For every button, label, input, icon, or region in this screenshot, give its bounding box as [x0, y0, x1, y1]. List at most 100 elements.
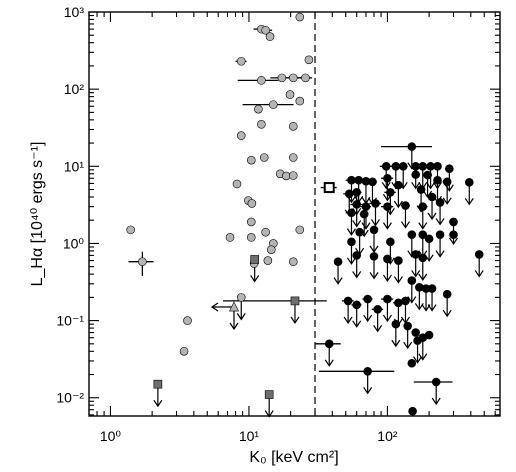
- black-point: [333, 257, 343, 267]
- gray-point: [295, 225, 305, 235]
- gray-point: [263, 256, 273, 265]
- gray-point: [266, 245, 276, 254]
- black-point: [394, 298, 403, 308]
- black-point: [427, 284, 437, 293]
- upper-limit-arrowhead: [403, 341, 413, 350]
- plot-frame: [88, 11, 501, 417]
- black-point: [383, 294, 392, 304]
- y-tick-label: 10²: [64, 81, 85, 97]
- gray-point: [304, 55, 314, 65]
- upper-limit-arrowhead: [382, 222, 392, 230]
- gray-point: [301, 73, 310, 83]
- black-point: [354, 175, 363, 185]
- gray-point: [247, 199, 257, 208]
- black-point: [324, 339, 334, 349]
- upper-limit-arrowhead: [464, 197, 474, 206]
- black-point: [435, 198, 445, 207]
- gray-point: [259, 153, 269, 162]
- upper-limit-arrowhead: [153, 399, 163, 408]
- y-tick-label: 10⁻¹: [56, 313, 84, 329]
- data-points: [126, 12, 484, 416]
- black-point: [442, 289, 452, 299]
- triangle-point: [229, 301, 239, 312]
- black-point: [347, 208, 356, 218]
- gray-point: [288, 73, 298, 83]
- upper-limit-arrowhead: [333, 277, 343, 285]
- upper-limit-arrowhead: [427, 304, 437, 312]
- upper-limit-arrowhead: [369, 272, 379, 280]
- upper-limit-arrowhead: [418, 353, 428, 361]
- gray-point: [261, 25, 270, 35]
- black-point: [407, 230, 417, 239]
- black-point: [352, 300, 362, 310]
- black-point: [383, 173, 392, 183]
- x-limit-arrowhead: [210, 302, 219, 312]
- gray-point: [257, 76, 266, 85]
- upper-limit-arrowhead: [324, 359, 334, 367]
- black-point: [416, 185, 426, 194]
- black-point: [391, 319, 401, 329]
- black-point: [373, 305, 382, 314]
- black-point: [352, 251, 362, 260]
- black-point: [344, 189, 354, 199]
- upper-limit-arrowhead: [382, 314, 392, 323]
- gray-point: [288, 153, 298, 162]
- upper-limit-arrowhead: [393, 276, 403, 284]
- upper-limit-arrowhead: [373, 324, 383, 333]
- upper-limit-arrowhead: [435, 250, 445, 258]
- gray-point: [277, 73, 287, 83]
- black-point: [401, 201, 410, 210]
- upper-limit-arrowhead: [411, 270, 421, 278]
- black-point: [386, 237, 395, 247]
- black-point: [445, 164, 454, 174]
- black-point: [411, 328, 420, 337]
- upper-limit-arrowhead: [381, 181, 391, 190]
- gray-point: [288, 257, 298, 267]
- axis-ticks: [88, 11, 500, 416]
- gray-point: [295, 12, 305, 22]
- upper-limit-arrowhead: [290, 316, 300, 324]
- upper-limit-arrowhead: [393, 200, 403, 209]
- upper-limit-arrowhead: [427, 212, 437, 221]
- upper-limit-arrowhead: [264, 410, 274, 418]
- black-point: [433, 161, 442, 171]
- black-point: [361, 202, 371, 211]
- black-point: [407, 276, 417, 285]
- black-point: [449, 230, 458, 239]
- upper-limit-arrowhead: [229, 322, 239, 331]
- gray-point: [126, 225, 135, 235]
- gray-point: [269, 100, 278, 109]
- gray-point: [236, 131, 246, 140]
- black-point: [383, 254, 392, 264]
- gray-point: [246, 155, 256, 165]
- black-point: [442, 177, 452, 187]
- tick-labels: 10⁰ 10¹ 10² 10⁻² 10⁻¹ 10⁰ 10¹ 10² 10³: [56, 4, 398, 444]
- y-axis-label: L_Hα [10⁴⁰ ergs s⁻¹]: [29, 142, 46, 287]
- upper-limit-arrowhead: [343, 316, 353, 324]
- gray-point: [295, 96, 305, 106]
- black-point: [418, 230, 428, 239]
- black-point: [403, 321, 412, 331]
- gray-point: [246, 217, 256, 227]
- gray-point: [236, 56, 246, 66]
- upper-limit-arrowhead: [413, 356, 423, 364]
- black-point: [418, 202, 428, 211]
- upper-limit-arrows: [153, 146, 484, 418]
- black-point: [431, 377, 441, 387]
- gray-point: [285, 90, 295, 99]
- gray-point: [232, 179, 242, 189]
- square-point: [290, 296, 300, 306]
- black-point: [381, 161, 391, 171]
- gray-point: [236, 293, 246, 302]
- square-point: [264, 390, 274, 399]
- black-point: [352, 188, 362, 197]
- y-tick-label: 10³: [64, 4, 85, 20]
- upper-limit-arrowhead: [382, 274, 392, 283]
- black-point: [474, 250, 484, 259]
- upper-limit-arrowhead: [370, 219, 380, 227]
- black-point: [424, 234, 434, 244]
- black-point: [398, 161, 408, 171]
- x-tick-label: 10²: [377, 428, 398, 444]
- black-point: [352, 200, 362, 209]
